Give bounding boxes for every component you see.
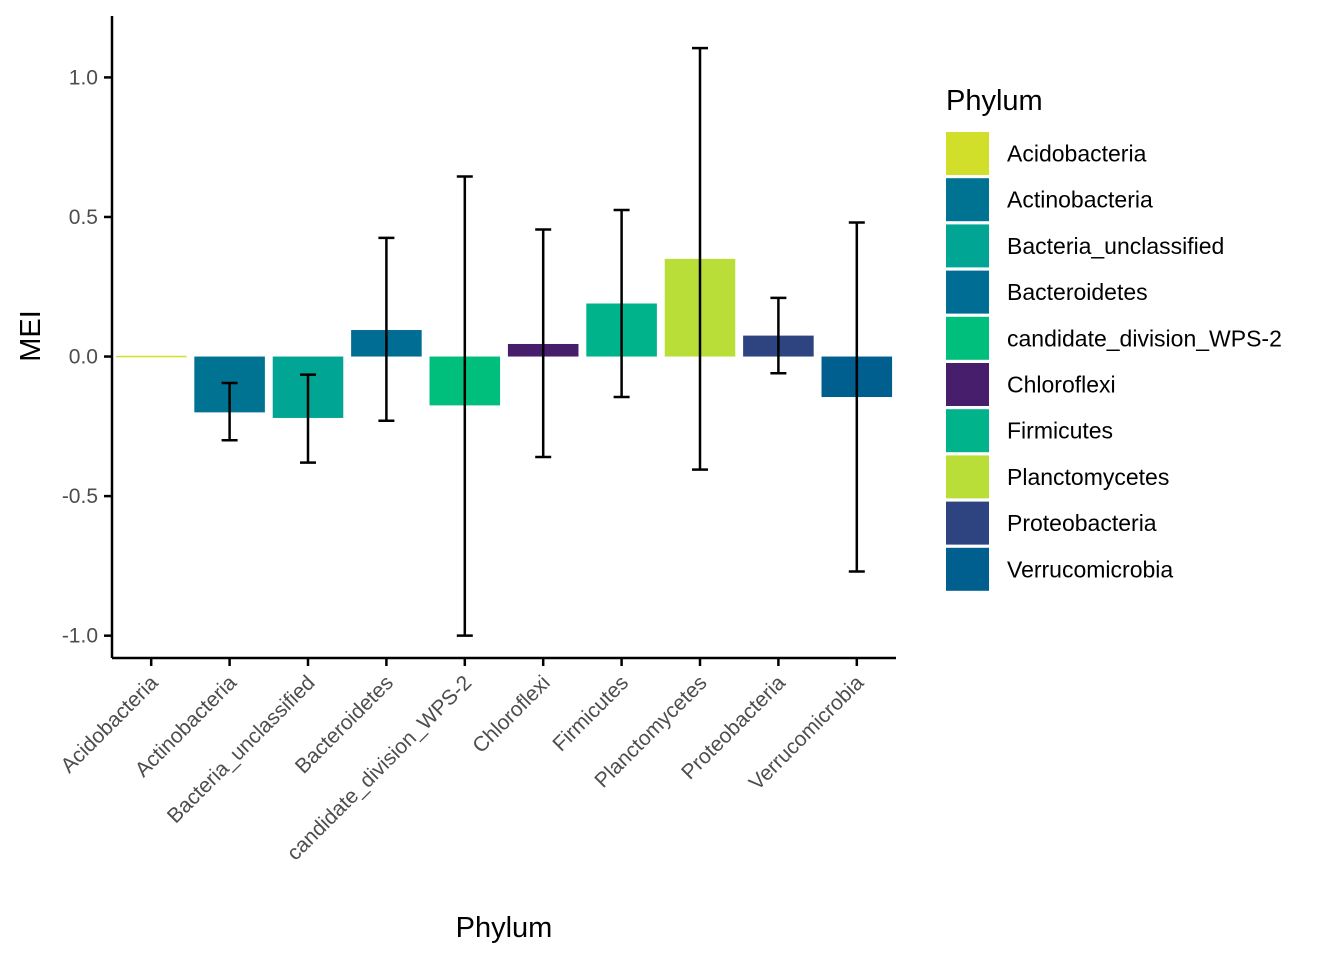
legend-swatch [946, 270, 989, 314]
legend-item: Actinobacteria [946, 178, 1153, 222]
errorbar-planctomycetes [692, 46, 708, 471]
errorbars-layer [221, 46, 865, 637]
legend-title: Phylum [946, 85, 1043, 117]
x-tick-label: Chloroflexi [468, 671, 554, 757]
bars-layer [115, 258, 893, 418]
legend-item: Firmicutes [946, 409, 1113, 453]
legend-label: candidate_division_WPS-2 [1007, 325, 1282, 351]
y-tick-label: 0.5 [69, 206, 98, 229]
legend-label: Proteobacteria [1007, 510, 1157, 536]
errorbar-bacteroidetes [378, 236, 395, 422]
errorbar-candidate-division-wps-2 [456, 175, 473, 637]
legend-label: Chloroflexi [1007, 372, 1116, 398]
x-axis-title: Phylum [456, 912, 553, 944]
y-axis-title: MEI [15, 310, 47, 362]
errorbar-actinobacteria [221, 381, 238, 442]
legend-swatch [946, 547, 989, 591]
legend-label: Acidobacteria [1007, 141, 1147, 167]
legend-item: Bacteria_unclassified [946, 224, 1224, 268]
legend-swatch [946, 409, 989, 453]
legend-label: Planctomycetes [1007, 464, 1169, 490]
y-tick-label: -1.0 [62, 625, 98, 648]
legend-swatch [946, 316, 989, 360]
legend-item: Proteobacteria [946, 501, 1157, 545]
legend-item: Acidobacteria [946, 132, 1147, 175]
legend-label: Verrucomicrobia [1007, 556, 1173, 582]
legend-item: candidate_division_WPS-2 [946, 316, 1282, 360]
errorbar-bacteria-unclassified [300, 373, 316, 464]
errorbar-firmicutes [613, 208, 630, 399]
legend-item: Verrucomicrobia [946, 547, 1173, 591]
legend-label: Bacteroidetes [1007, 279, 1148, 305]
legend-label: Actinobacteria [1007, 187, 1153, 213]
legend-item: Bacteroidetes [946, 270, 1148, 314]
errorbar-proteobacteria [770, 296, 787, 375]
legend-items: Acidobacteria Actinobacteria Bacteria_uncl… [946, 132, 1282, 591]
legend-swatch [946, 455, 989, 499]
legend-label: Bacteria_unclassified [1007, 233, 1224, 259]
legend-swatch [946, 178, 989, 222]
x-tick-label: Bacteria_unclassified [163, 671, 320, 828]
y-tick-label: -0.5 [62, 485, 98, 508]
legend-swatch [946, 501, 989, 545]
errorbar-verrucomicrobia [848, 221, 865, 573]
errorbar-chloroflexi [535, 228, 552, 459]
legend-swatch [946, 132, 989, 175]
legend-item: Chloroflexi [946, 363, 1116, 406]
y-tick-label: 1.0 [69, 66, 98, 89]
legend-swatch [946, 363, 989, 406]
x-tick-label: Firmicutes [548, 671, 633, 756]
legend-item: Planctomycetes [946, 455, 1169, 499]
x-axis-ticks: AcidobacteriaActinobacteriaBacteria_uncl… [56, 658, 869, 865]
legend: Phylum Acidobacteria Actinobacteria Bacter… [946, 85, 1282, 591]
bar-acidobacteria [115, 355, 187, 358]
y-axis-ticks: -1.0 -0.5 0.0 0.5 1.0 [62, 66, 112, 648]
legend-swatch [946, 224, 989, 268]
legend-label: Firmicutes [1007, 418, 1113, 444]
y-tick-label: 0.0 [69, 346, 98, 369]
